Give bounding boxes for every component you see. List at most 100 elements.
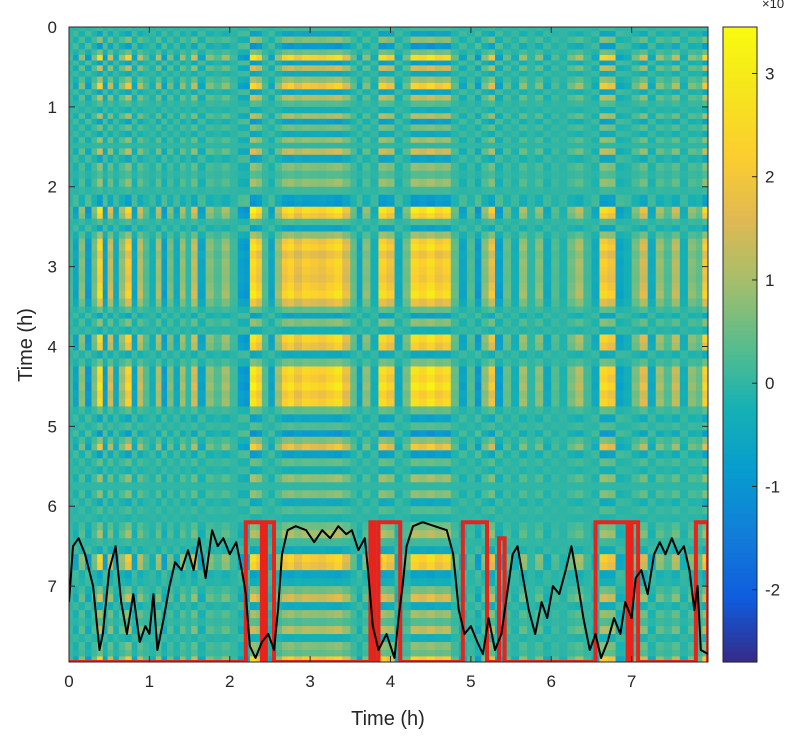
heatmap-cell	[268, 474, 276, 483]
heatmap-cell	[85, 498, 93, 507]
heatmap-cell	[310, 650, 319, 658]
heatmap-cell	[356, 65, 363, 72]
heatmap-cell	[261, 70, 269, 78]
heatmap-cell	[310, 570, 319, 579]
heatmap-cell	[394, 318, 404, 328]
heatmap-cell	[155, 570, 163, 579]
heatmap-cell	[167, 194, 175, 202]
heatmap-cell	[434, 137, 444, 144]
heatmap-cell	[155, 514, 163, 523]
heatmap-cell	[394, 118, 404, 126]
heatmap-cell	[318, 130, 327, 138]
heatmap-cell	[386, 570, 396, 579]
heatmap-cell	[350, 148, 358, 156]
heatmap-cell	[261, 274, 269, 284]
heatmap-cell	[386, 266, 396, 276]
heatmap-cell	[434, 530, 444, 539]
heatmap-cell	[85, 642, 93, 651]
heatmap-cell	[434, 490, 444, 499]
heatmap-cell	[249, 318, 257, 328]
heatmap-cell	[213, 89, 223, 96]
heatmap-cell	[434, 213, 444, 220]
heatmap-cell	[131, 142, 138, 150]
heatmap-cell	[191, 148, 199, 156]
heatmap-cell	[342, 178, 351, 188]
heatmap-cell	[179, 178, 187, 188]
heatmap-cell	[149, 218, 157, 226]
heatmap-cell	[91, 390, 98, 400]
heatmap-cell	[334, 406, 343, 415]
heatmap-cell	[402, 312, 412, 320]
heatmap-cell	[394, 490, 404, 499]
heatmap-cell	[244, 142, 251, 150]
heatmap-cell	[131, 137, 138, 144]
heatmap-cell	[450, 94, 460, 102]
heatmap-cell	[229, 436, 239, 445]
heatmap-cell	[394, 350, 404, 360]
heatmap-cell	[137, 306, 144, 314]
heatmap-cell	[249, 118, 257, 126]
heatmap-cell	[334, 162, 343, 172]
heatmap-cell	[418, 148, 428, 156]
heatmap-cell	[107, 244, 114, 252]
heatmap-cell	[197, 414, 207, 423]
heatmap-cell	[102, 342, 109, 352]
heatmap-cell	[410, 49, 420, 56]
heatmap-cell	[221, 274, 231, 284]
heatmap-cell	[78, 124, 86, 132]
heatmap-cell	[229, 76, 239, 84]
heatmap-cell	[256, 238, 263, 245]
heatmap-cell	[137, 350, 144, 360]
heatmap-cell	[378, 390, 388, 400]
heatmap-cell	[237, 634, 245, 643]
heatmap-cell	[113, 124, 120, 132]
heatmap-cell	[91, 225, 98, 233]
heatmap-cell	[213, 162, 223, 172]
heatmap-cell	[356, 358, 363, 368]
heatmap-cell	[131, 382, 138, 392]
heatmap-cell	[197, 594, 207, 603]
heatmap-cell	[244, 482, 251, 491]
heatmap-cell	[370, 148, 380, 156]
heatmap-cell	[149, 148, 157, 156]
heatmap-cell	[161, 290, 168, 300]
heatmap-cell	[282, 570, 289, 579]
heatmap-cell	[229, 498, 239, 507]
heatmap-cell	[244, 312, 251, 320]
heatmap-cell	[287, 602, 295, 611]
heatmap-cell	[334, 626, 343, 635]
heatmap-cell	[386, 414, 396, 423]
heatmap-cell	[287, 170, 295, 180]
heatmap-cell	[221, 124, 231, 132]
heatmap-cell	[149, 154, 157, 164]
heatmap-cell	[149, 366, 157, 376]
heatmap-cell	[91, 258, 98, 268]
heatmap-cell	[213, 306, 223, 314]
heatmap-cell	[102, 490, 109, 499]
heatmap-cell	[418, 162, 428, 172]
heatmap-cell	[282, 201, 289, 208]
heatmap-cell	[249, 201, 257, 208]
heatmap-cell	[149, 586, 157, 595]
heatmap-cell	[191, 436, 199, 445]
heatmap-cell	[161, 30, 168, 38]
heatmap-cell	[394, 398, 404, 408]
heatmap-cell	[394, 498, 404, 507]
heatmap-cell	[426, 124, 436, 132]
heatmap-cell	[282, 154, 289, 164]
heatmap-cell	[268, 374, 276, 384]
heatmap-cell	[78, 82, 86, 90]
heatmap-cell	[261, 54, 269, 62]
heatmap-cell	[418, 306, 428, 314]
heatmap-cell	[268, 118, 276, 126]
heatmap-cell	[85, 422, 93, 431]
heatmap-cell	[356, 178, 363, 188]
heatmap-cell	[107, 530, 114, 539]
heatmap-cell	[370, 60, 380, 66]
heatmap-cell	[113, 390, 120, 400]
heatmap-cell	[268, 382, 276, 392]
heatmap-cell	[362, 570, 372, 579]
heatmap-cell	[107, 30, 114, 38]
heatmap-cell	[107, 474, 114, 483]
heatmap-cell	[268, 443, 276, 451]
